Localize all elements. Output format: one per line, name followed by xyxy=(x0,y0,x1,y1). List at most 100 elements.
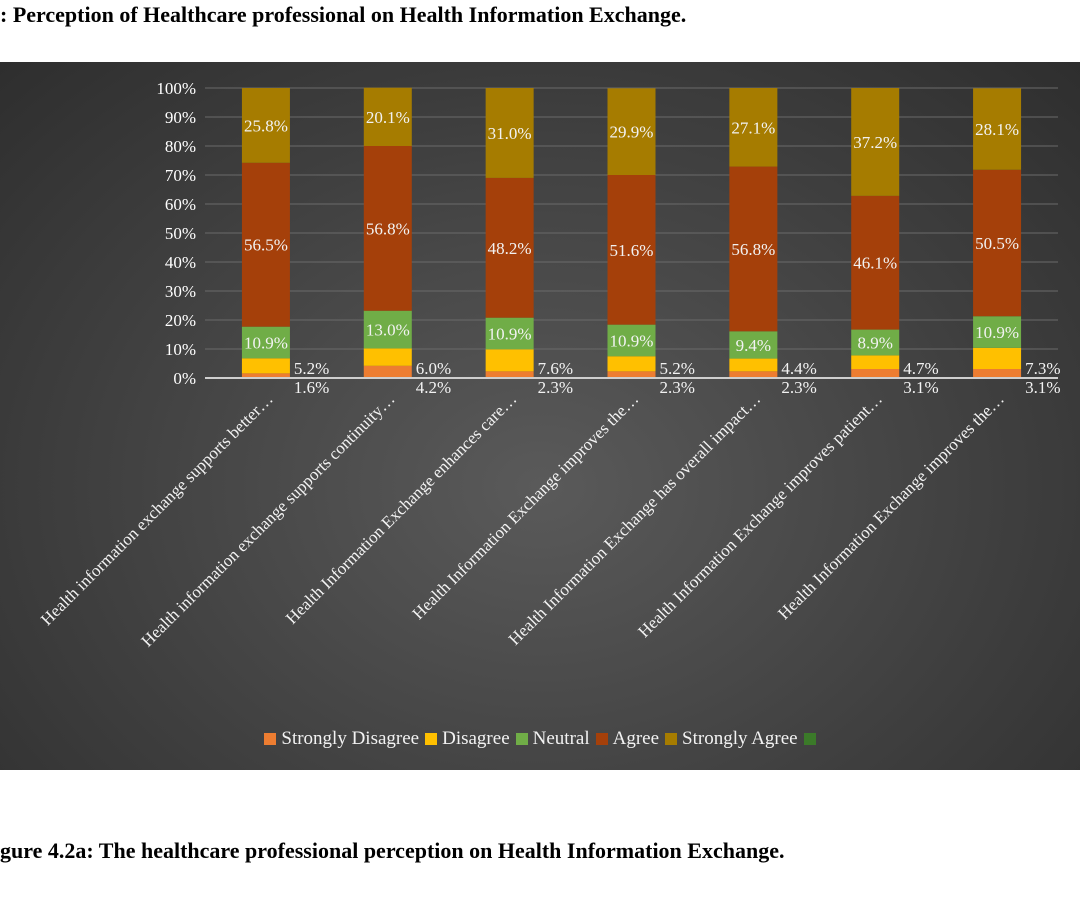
bar-segment xyxy=(851,195,900,330)
legend-item: Strongly Disagree xyxy=(264,728,419,750)
bar-segment xyxy=(363,348,412,366)
data-label: 3.1% xyxy=(903,378,938,397)
page-title: : Perception of Healthcare professional … xyxy=(0,2,687,27)
y-tick-label: 70% xyxy=(165,166,196,185)
y-tick-label: 30% xyxy=(165,282,196,301)
category-label: Health Information Exchange enhances car… xyxy=(282,389,520,627)
data-label: 10.9% xyxy=(610,331,654,350)
bar-segment xyxy=(973,88,1022,170)
bar-segment xyxy=(363,146,412,311)
data-label: 28.1% xyxy=(975,120,1019,139)
legend: Strongly Disagree Disagree Neutral Agree Str… xyxy=(0,728,1080,750)
data-label: 46.1% xyxy=(853,254,897,273)
legend-item xyxy=(803,728,816,750)
bar-segment xyxy=(973,316,1022,348)
bar-segment xyxy=(485,371,534,378)
bar-segment xyxy=(973,347,1022,370)
bar-segment xyxy=(607,324,656,357)
legend-swatch xyxy=(803,733,816,745)
data-label: 20.1% xyxy=(366,108,410,127)
legend-label: Agree xyxy=(612,728,660,749)
data-label: 5.2% xyxy=(294,359,329,378)
category-label: Health Information Exchange has overall … xyxy=(505,389,764,648)
data-label: 10.9% xyxy=(244,333,288,352)
legend-item: Neutral xyxy=(515,728,590,750)
y-tick-label: 40% xyxy=(165,253,196,272)
data-label: 7.3% xyxy=(1025,359,1060,378)
legend-label: Neutral xyxy=(532,728,590,749)
data-label: 10.9% xyxy=(975,323,1019,342)
data-label: 9.4% xyxy=(736,336,771,355)
data-label: 1.6% xyxy=(294,378,329,397)
data-label: 6.0% xyxy=(416,359,451,378)
y-tick-label: 90% xyxy=(165,108,196,127)
data-label: 48.2% xyxy=(488,239,532,258)
bar-segment xyxy=(729,166,778,332)
bar-segment xyxy=(241,88,290,163)
legend-label: Disagree xyxy=(442,728,510,749)
data-label: 37.2% xyxy=(853,133,897,152)
data-label: 3.1% xyxy=(1025,378,1060,397)
data-label: 56.8% xyxy=(731,240,775,259)
bar-segment xyxy=(241,358,290,374)
y-tick-label: 80% xyxy=(165,137,196,156)
figure-caption: gure 4.2a: The healthcare professional p… xyxy=(0,838,785,863)
data-label: 51.6% xyxy=(610,241,654,260)
data-label: 13.0% xyxy=(366,321,410,340)
data-label: 25.8% xyxy=(244,116,288,135)
data-label: 31.0% xyxy=(488,124,532,143)
data-label: 7.6% xyxy=(538,359,573,378)
y-tick-label: 100% xyxy=(156,79,196,98)
data-label: 4.7% xyxy=(903,359,938,378)
y-tick-label: 10% xyxy=(165,340,196,359)
legend-swatch xyxy=(425,733,438,745)
y-tick-label: 0% xyxy=(173,369,196,388)
bar-segment xyxy=(729,88,778,167)
category-label: Health information exchange supports bet… xyxy=(37,389,277,629)
stacked-bar-chart: 0%10%20%30%40%50%60%70%80%90%100%1.6%5.2… xyxy=(37,79,1061,651)
data-label: 5.2% xyxy=(660,359,695,378)
legend-swatch xyxy=(515,733,528,745)
data-label: 2.3% xyxy=(660,378,695,397)
legend-item: Agree xyxy=(595,728,660,750)
bar-segment xyxy=(607,371,656,378)
y-tick-label: 50% xyxy=(165,224,196,243)
data-label: 8.9% xyxy=(858,333,893,352)
bar-segment xyxy=(729,331,778,359)
bar-segment xyxy=(851,369,900,378)
data-label: 29.9% xyxy=(610,123,654,142)
bar-segment xyxy=(363,87,412,146)
y-tick-label: 60% xyxy=(165,195,196,214)
data-label: 27.1% xyxy=(731,118,775,137)
chart-area: 0% 10% 20% 30% 40% 50% 60% 70% 80% 90% 100% 1.6% 5.2… xyxy=(0,62,1080,770)
category-label: Health information exchange supports con… xyxy=(137,389,398,650)
bar-segment xyxy=(485,317,534,350)
y-tick-label: 20% xyxy=(165,311,196,330)
bar-segment xyxy=(851,329,900,356)
bar-segment xyxy=(729,371,778,378)
data-label: 10.9% xyxy=(488,324,532,343)
category-label: Health Information Exchange improves pat… xyxy=(634,389,886,641)
data-label: 4.2% xyxy=(416,378,451,397)
legend-label: Strongly Disagree xyxy=(281,728,420,749)
bar-segment xyxy=(607,356,656,372)
bar-segment xyxy=(485,88,534,178)
data-label: 2.3% xyxy=(538,378,573,397)
bar-segment xyxy=(241,326,290,359)
data-label: 2.3% xyxy=(781,378,816,397)
data-label: 56.5% xyxy=(244,236,288,255)
legend-swatch xyxy=(264,733,277,745)
bar-segment xyxy=(485,177,534,318)
bar-segment xyxy=(607,88,656,175)
legend-label: Strongly Agree xyxy=(682,728,798,749)
bar-segment xyxy=(363,310,412,349)
bar-segment xyxy=(363,365,412,378)
bar-segment xyxy=(973,169,1022,317)
bar-segment xyxy=(851,355,900,370)
bar-segment xyxy=(485,349,534,372)
bar-segment xyxy=(241,162,290,327)
legend-item: Strongly Agree xyxy=(665,728,798,750)
data-label: 50.5% xyxy=(975,234,1019,253)
category-label: Health Information Exchange improves the… xyxy=(409,389,643,623)
legend-item: Disagree xyxy=(425,728,510,750)
